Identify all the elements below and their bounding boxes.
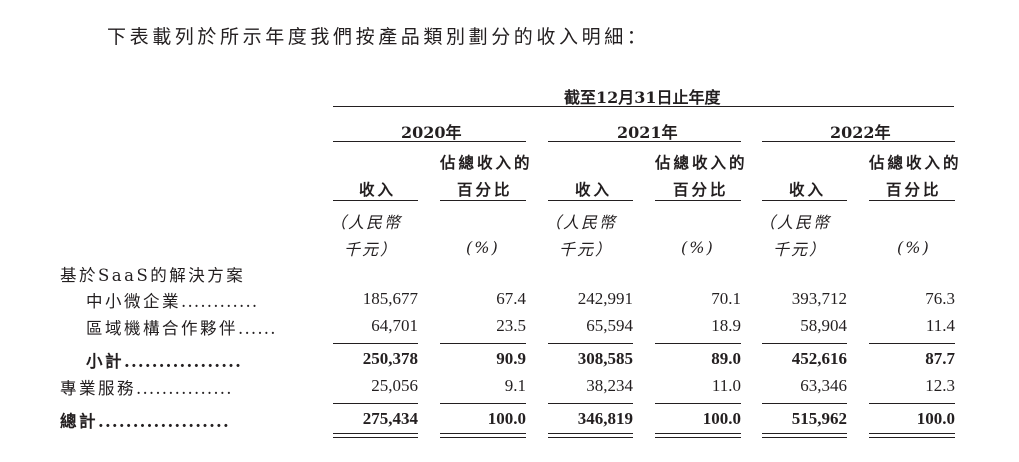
cell-professional-2020-pct: 9.1 [504, 376, 526, 395]
subheader-rule-2021-pct [655, 200, 741, 201]
cell-regional-2021-revenue: 65,594 [586, 316, 633, 335]
cell-subtotal-2022-pct: 87.7 [925, 349, 955, 368]
cell-regional-2020-pct: 23.5 [496, 316, 526, 335]
year-2022-rule [762, 141, 955, 142]
cell-regional-2022-pct: 11.4 [925, 316, 955, 335]
unit-rmb-2022-line1: （人民幣 [759, 213, 832, 232]
cell-sme-2021-pct: 70.1 [711, 289, 741, 308]
leader-dots: ............ [181, 292, 259, 311]
cell-professional-2022-revenue: 63,346 [800, 376, 847, 395]
subtotal-top-rule-2022-rev [762, 343, 847, 344]
subtotal-top-rule-2020-pct [440, 343, 526, 344]
total-top-rule-2022-rev [762, 403, 847, 404]
row-label-sme: 中小微企業............ [86, 288, 258, 312]
total-double-rule-2021-rev [548, 433, 633, 438]
cell-subtotal-2022-revenue: 452,616 [791, 349, 847, 368]
cell-professional-2021-pct: 11.0 [711, 376, 741, 395]
cell-regional-2021-pct: 18.9 [711, 316, 741, 335]
unit-rmb-2020-line2: 千元） [344, 240, 399, 259]
row-label-professional: 專業服務............... [60, 375, 233, 399]
cell-professional-2022-pct: 12.3 [925, 376, 955, 395]
revenue-header-2020: 收入 [359, 180, 397, 199]
row-label-text: 總計 [60, 412, 98, 431]
cell-sme-2022-revenue: 393,712 [791, 289, 847, 308]
row-label-subtotal: 小計................. [86, 348, 242, 372]
total-top-rule-2020-pct [440, 403, 526, 404]
unit-rmb-2022-line2: 千元） [773, 240, 828, 259]
leader-dots: ................... [98, 412, 230, 431]
cell-total-2020-revenue: 275,434 [362, 409, 418, 428]
pct-header-2022-line1: 佔總收入的 [869, 153, 962, 172]
cell-sme-2022-pct: 76.3 [925, 289, 955, 308]
unit-rmb-2020-line1: （人民幣 [330, 213, 403, 232]
subheader-rule-2022-rev [762, 200, 847, 201]
subheader-rule-2020-rev [333, 200, 418, 201]
pct-header-2022-line2: 百分比 [886, 180, 942, 199]
total-top-rule-2020-rev [333, 403, 418, 404]
cell-total-2022-revenue: 515,962 [791, 409, 847, 428]
subtotal-top-rule-2022-pct [869, 343, 955, 344]
section-saas-label: 基於SaaS的解決方案 [60, 266, 246, 285]
cell-regional-2020-revenue: 64,701 [371, 316, 418, 335]
subtotal-top-rule-2021-rev [548, 343, 633, 344]
unit-rmb-2021-line2: 千元） [559, 240, 614, 259]
cell-total-2022-pct: 100.0 [916, 409, 955, 428]
subtotal-top-rule-2020-rev [333, 343, 418, 344]
pct-header-2020-line2: 百分比 [457, 180, 513, 199]
total-top-rule-2021-pct [655, 403, 741, 404]
total-double-rule-2022-pct [869, 433, 955, 438]
year-2022-header: 2022年 [830, 123, 891, 142]
leader-dots: ...... [238, 319, 277, 338]
cell-sme-2020-revenue: 185,677 [362, 289, 418, 308]
subheader-rule-2020-pct [440, 200, 526, 201]
cell-total-2021-pct: 100.0 [702, 409, 741, 428]
period-rule [333, 106, 954, 107]
unit-rmb-2021-line1: （人民幣 [545, 213, 618, 232]
total-top-rule-2022-pct [869, 403, 955, 404]
total-top-rule-2021-rev [548, 403, 633, 404]
pct-header-2021-line2: 百分比 [673, 180, 729, 199]
row-label-text: 區域機構合作夥伴 [86, 319, 238, 338]
subheader-rule-2021-rev [548, 200, 633, 201]
cell-regional-2022-revenue: 58,904 [800, 316, 847, 335]
year-2021-header: 2021年 [617, 123, 678, 142]
cell-professional-2021-revenue: 38,234 [586, 376, 633, 395]
row-label-regional: 區域機構合作夥伴...... [86, 315, 277, 339]
year-2020-header: 2020年 [401, 123, 462, 142]
revenue-header-2022: 收入 [789, 180, 827, 199]
cell-sme-2020-pct: 67.4 [496, 289, 526, 308]
subtotal-top-rule-2021-pct [655, 343, 741, 344]
intro-text: 下表載列於所示年度我們按產品類別劃分的收入明細： [107, 26, 650, 48]
cell-total-2021-revenue: 346,819 [577, 409, 633, 428]
year-2021-rule [548, 141, 741, 142]
cell-total-2020-pct: 100.0 [487, 409, 526, 428]
cell-subtotal-2020-revenue: 250,378 [362, 349, 418, 368]
unit-pct-2020: (%) [466, 238, 500, 257]
pct-header-2020-line1: 佔總收入的 [440, 153, 533, 172]
total-double-rule-2020-rev [333, 433, 418, 438]
row-label-text: 小計 [86, 352, 124, 371]
unit-pct-2022: (%) [897, 238, 931, 257]
year-2020-rule [333, 141, 526, 142]
total-double-rule-2022-rev [762, 433, 847, 438]
unit-pct-2021: (%) [681, 238, 715, 257]
period-header: 截至12月31日止年度 [564, 88, 721, 107]
total-double-rule-2020-pct [440, 433, 526, 438]
row-label-total: 總計................... [60, 408, 230, 432]
subheader-rule-2022-pct [869, 200, 955, 201]
row-label-text: 中小微企業 [86, 292, 181, 311]
cell-subtotal-2021-pct: 89.0 [711, 349, 741, 368]
cell-professional-2020-revenue: 25,056 [371, 376, 418, 395]
cell-sme-2021-revenue: 242,991 [577, 289, 633, 308]
leader-dots: ............... [136, 379, 233, 398]
cell-subtotal-2020-pct: 90.9 [496, 349, 526, 368]
leader-dots: ................. [124, 352, 243, 371]
cell-subtotal-2021-revenue: 308,585 [577, 349, 633, 368]
total-double-rule-2021-pct [655, 433, 741, 438]
revenue-header-2021: 收入 [575, 180, 613, 199]
pct-header-2021-line1: 佔總收入的 [655, 153, 748, 172]
row-label-text: 專業服務 [60, 379, 136, 398]
